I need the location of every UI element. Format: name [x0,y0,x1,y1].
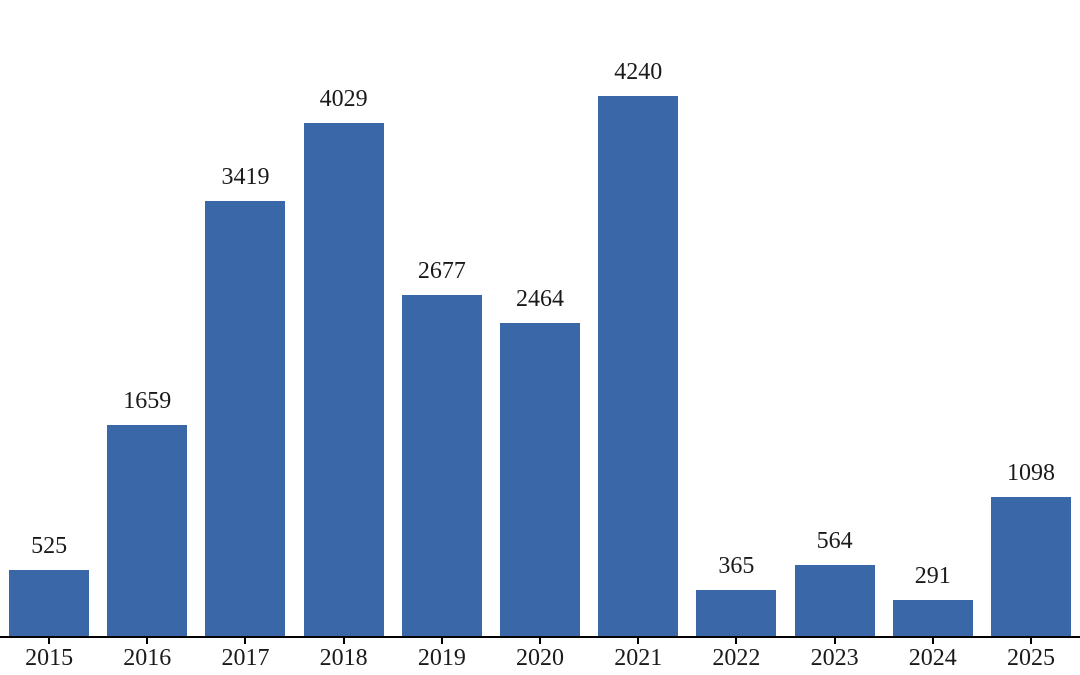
x-axis-line [0,636,1080,638]
x-axis-tick-label: 2024 [908,645,957,671]
bar [990,497,1071,637]
bar-value-label: 291 [914,563,951,589]
x-axis-tick-label: 2017 [221,645,270,671]
x-axis-tick [931,637,934,644]
x-axis-tick-label: 2023 [810,645,859,671]
x-axis-tick [342,637,345,644]
bar-value-label: 525 [31,533,68,559]
bar-group: 525 2015 [0,0,98,675]
x-axis-tick [833,637,836,644]
bar-value-label: 4029 [319,86,368,112]
bar-value-label: 2464 [516,286,565,312]
bar [107,425,188,637]
bar-group: 1098 2025 [982,0,1080,675]
bar-value-label: 564 [816,528,853,554]
bar-group: 2677 2019 [393,0,491,675]
bar-value-label: 1098 [1006,460,1055,486]
x-axis-tick-label: 2020 [516,645,565,671]
bar [9,570,90,637]
bar-group: 564 2023 [786,0,884,675]
bar-group: 2464 2020 [491,0,589,675]
bar-group: 4240 2021 [589,0,687,675]
bar [696,590,777,637]
x-axis-tick-label: 2019 [417,645,466,671]
x-axis-tick [1029,637,1032,644]
bar-group: 1659 2016 [98,0,196,675]
x-axis-tick [48,637,51,644]
bar [892,600,973,637]
x-axis-tick-label: 2015 [25,645,74,671]
bar-group: 3419 2017 [196,0,294,675]
x-axis-tick [440,637,443,644]
bar [205,201,286,637]
x-axis-tick [244,637,247,644]
x-axis-tick [146,637,149,644]
bar [401,295,482,637]
bar [794,565,875,637]
bar-group: 4029 2018 [295,0,393,675]
x-axis-tick-label: 2025 [1006,645,1055,671]
bar-group: 365 2022 [687,0,785,675]
x-axis-tick [637,637,640,644]
bar-value-label: 4240 [614,59,663,85]
bar-value-label: 2677 [417,258,466,284]
bar-value-label: 365 [718,553,755,579]
bar [500,323,581,637]
bar [303,123,384,637]
x-axis-tick [539,637,542,644]
bar-group: 291 2024 [884,0,982,675]
x-axis-tick-label: 2016 [123,645,172,671]
x-axis-tick [735,637,738,644]
bar-value-label: 1659 [123,388,172,414]
bar [598,96,679,637]
x-axis-tick-label: 2021 [614,645,663,671]
x-axis-tick-label: 2022 [712,645,761,671]
x-axis-tick-label: 2018 [319,645,368,671]
bar-value-label: 3419 [221,164,270,190]
